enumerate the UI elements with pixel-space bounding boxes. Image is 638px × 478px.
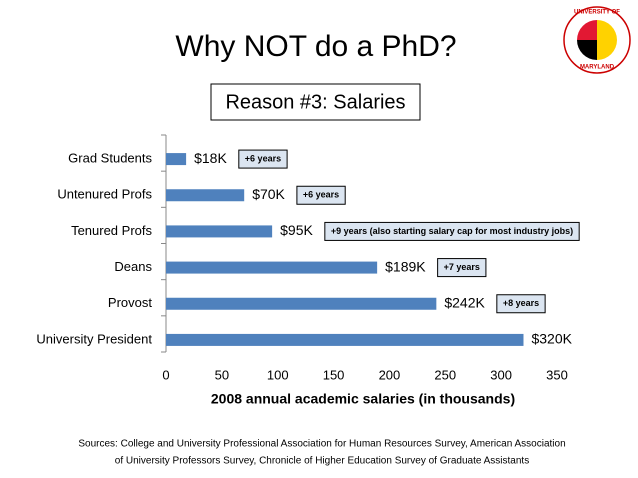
- category-label: University President: [36, 331, 152, 346]
- logo-quadrant: [577, 40, 597, 60]
- value-label: $95K: [280, 222, 313, 238]
- subtitle: Reason #3: Salaries: [225, 91, 405, 113]
- annotation: +6 years: [245, 153, 281, 163]
- annotation: +7 years: [444, 262, 480, 272]
- annotation-box: [238, 149, 288, 169]
- bar: [166, 189, 245, 202]
- slide-title: Why NOT do a PhD?: [175, 30, 456, 63]
- category-label: Deans: [114, 259, 152, 274]
- x-tick-label: 200: [379, 367, 401, 382]
- subtitle-box: [210, 83, 421, 121]
- annotation: +8 years: [503, 298, 539, 308]
- value-label: $18K: [194, 150, 227, 166]
- x-tick-label: 100: [267, 367, 289, 382]
- value-label: $70K: [252, 186, 285, 202]
- source-line: of University Professors Survey, Chronic…: [115, 456, 529, 467]
- logo-quadrant: [577, 20, 597, 40]
- logo: UNIVERSITY OF MARYLAND: [563, 6, 631, 74]
- bar: [166, 297, 437, 310]
- logo-text: MARYLAND: [580, 65, 615, 71]
- x-tick-label: 50: [215, 367, 229, 382]
- x-tick-label: 250: [434, 367, 456, 382]
- x-tick-label: 300: [490, 367, 512, 382]
- category-label: Untenured Profs: [57, 187, 152, 202]
- logo-text: UNIVERSITY OF: [574, 10, 620, 16]
- bar: [166, 153, 187, 166]
- value-label: $242K: [444, 294, 485, 310]
- logo-quadrant: [597, 20, 617, 40]
- annotation: +6 years: [303, 190, 339, 200]
- category-label: Grad Students: [68, 151, 152, 166]
- annotation: +9 years (also starting salary cap for m…: [331, 226, 573, 236]
- x-tick-label: 150: [323, 367, 345, 382]
- bar: [166, 333, 524, 346]
- logo-quadrant: [597, 40, 617, 60]
- bar: [166, 225, 273, 238]
- value-label: $189K: [385, 258, 426, 274]
- x-tick-label: 0: [162, 367, 169, 382]
- value-label: $320K: [531, 331, 572, 347]
- category-label: Provost: [108, 295, 152, 310]
- annotation-box: [324, 221, 580, 241]
- bar: [166, 261, 378, 274]
- annotation-box: [437, 258, 487, 278]
- x-axis-label: 2008 annual academic salaries (in thousa…: [211, 391, 515, 407]
- x-tick-label: 350: [546, 367, 568, 382]
- annotation-box: [496, 294, 546, 314]
- source-line: Sources: College and University Professi…: [78, 439, 565, 450]
- annotation-box: [296, 185, 346, 205]
- category-label: Tenured Profs: [71, 223, 152, 238]
